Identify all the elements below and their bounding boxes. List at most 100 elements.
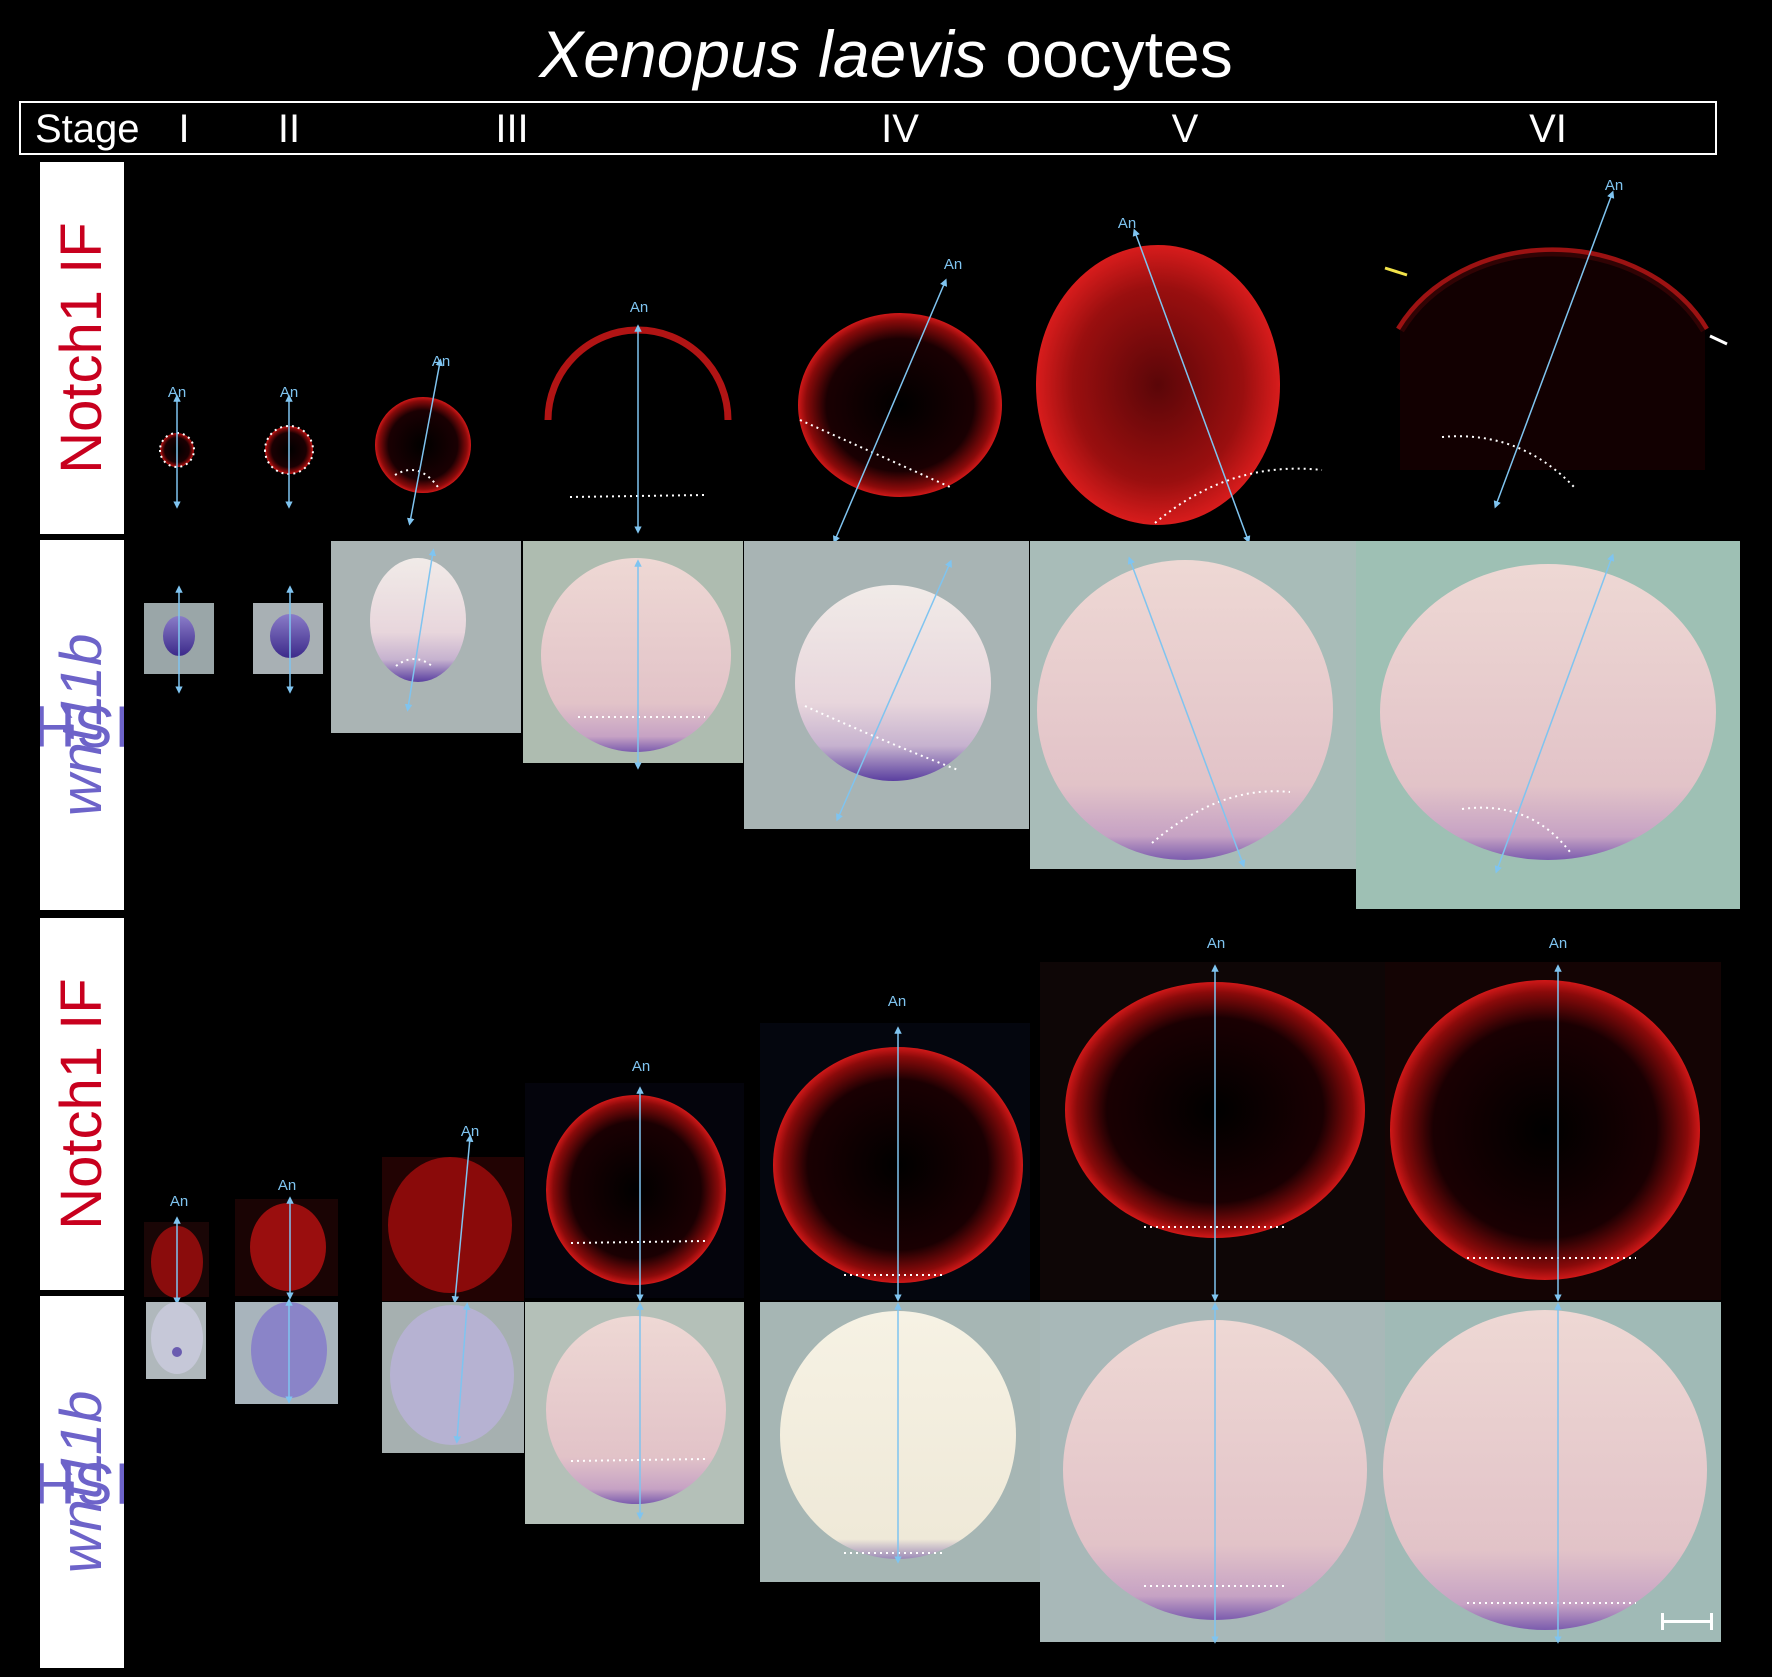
panel-background: [144, 603, 214, 674]
an-label: An: [278, 1177, 296, 1194]
an-label: An: [1605, 177, 1623, 194]
panel-background: [331, 541, 521, 733]
oocyte-stage-II-ish-bottom: [251, 1302, 327, 1398]
figure-title: Xenopus laevis oocytes: [0, 14, 1772, 94]
method-name: ISH: [40, 693, 124, 759]
an-label: An: [632, 1058, 650, 1075]
an-label: An: [170, 1193, 188, 1210]
an-label: An: [280, 384, 298, 401]
row-label-wnt-top: wnt11b ISH: [40, 540, 124, 910]
panel-background: [1040, 1302, 1385, 1642]
oocyte-stage-II-if: [265, 426, 313, 474]
title-suffix: oocytes: [986, 17, 1233, 91]
oocyte-stage-III-ish-large: [541, 558, 731, 752]
panel-background: [1385, 962, 1721, 1300]
panel-background: [144, 1222, 209, 1297]
an-axis-arrow: [1493, 190, 1615, 509]
oocyte-stage-II-if-bottom: [250, 1203, 326, 1291]
an-axis-arrow: [1494, 553, 1615, 874]
panel-background: [235, 1302, 338, 1404]
panel-background: [760, 1023, 1030, 1300]
vegetal-boundary: [395, 658, 433, 667]
oocyte-stage-V-ish: [1037, 560, 1333, 860]
oocyte-stage-III-if-bottom: [388, 1157, 512, 1293]
an-axis-arrow: [836, 559, 952, 822]
oocyte-stage-I-if: [160, 433, 194, 467]
vegetal-boundary: [264, 425, 315, 475]
panel-background: [1356, 541, 1740, 909]
stage-label-II: II: [277, 107, 301, 151]
stage-label-VI: VI: [1529, 107, 1567, 151]
vegetal-boundary: [1154, 467, 1323, 524]
method-name: ISH: [40, 1450, 124, 1516]
white-arrow: [1709, 334, 1728, 346]
vegetal-boundary: [570, 1458, 706, 1462]
row-label-text: wnt11b ISH: [40, 634, 124, 817]
oocyte-stage-V-ish-bottom: [1063, 1320, 1367, 1620]
stage-word: Stage: [35, 107, 140, 151]
panel-background: [235, 1199, 338, 1296]
oocyte-stage-III-if: [375, 397, 471, 493]
an-label: An: [888, 993, 906, 1010]
panel-background: [523, 541, 743, 763]
oocyte-stage-III-if-rim: [544, 326, 732, 421]
title-species: Xenopus laevis: [539, 17, 987, 91]
panel-background: [744, 541, 1029, 829]
panel-background: [1030, 541, 1356, 869]
vegetal-boundary: [1151, 790, 1291, 844]
an-axis-arrow: [451, 1134, 474, 1304]
vegetal-boundary: [569, 494, 706, 498]
panel-background: [146, 1302, 206, 1379]
an-axis-arrow: [453, 1302, 471, 1444]
oocyte-stage-IV-ish-bottom: [780, 1311, 1016, 1559]
oocyte-stage-III-if-bottom-large: [546, 1095, 726, 1285]
yellow-arrow: [1384, 266, 1408, 277]
oocyte-stage-III-ish-bottom-large: [546, 1316, 726, 1504]
oocyte-stage-VI-if-bottom: [1390, 980, 1700, 1280]
oocyte-stage-IV-if-bottom: [773, 1047, 1023, 1283]
oocyte-stage-IV-if: [798, 313, 1002, 497]
an-axis-arrow: [833, 278, 947, 544]
oocyte-stage-IV-ish: [795, 585, 991, 781]
an-axis-arrow: [1127, 556, 1246, 868]
an-label: An: [168, 384, 186, 401]
vegetal-boundary: [394, 469, 441, 491]
panel-background: [1385, 1302, 1721, 1642]
panel-background: [760, 1302, 1040, 1582]
oocyte-stage-I-ish-bottom: [151, 1302, 203, 1374]
oocyte-stage-VI-ish-bottom: [1383, 1310, 1707, 1630]
oocyte-stage-I-ish: [163, 616, 195, 656]
panel-background: [525, 1083, 744, 1298]
an-label: An: [1207, 935, 1225, 952]
oocyte-stage-VI-if-rim: [1396, 247, 1709, 333]
vegetal-boundary: [1441, 435, 1576, 489]
scale-bar: [1661, 1613, 1713, 1630]
panel-background: [253, 603, 323, 674]
panel-background: [382, 1302, 524, 1453]
vegetal-boundary: [159, 432, 196, 468]
row-label-notch-bottom: Notch1 IF: [40, 918, 124, 1290]
vegetal-boundary: [804, 705, 959, 771]
row-label-wnt-bottom: wnt11b ISH: [40, 1296, 124, 1668]
oocyte-stage-VI-ish: [1380, 564, 1716, 860]
an-axis-arrow: [407, 358, 443, 526]
stage-label-V: V: [1171, 107, 1199, 151]
row-label-text: wnt11b ISH: [40, 1391, 124, 1574]
vegetal-boundary: [570, 1240, 706, 1244]
oocyte-stage-V-if: [1036, 245, 1280, 525]
an-axis-arrow: [1132, 228, 1251, 544]
oocyte-stage-I-if-bottom: [151, 1226, 203, 1298]
vegetal-boundary: [799, 419, 951, 488]
an-label: An: [1118, 215, 1136, 232]
oocyte-stage-III-ish: [370, 558, 466, 682]
vegetal-boundary: [1461, 806, 1571, 853]
stage-label-III: III: [495, 107, 529, 151]
an-label: An: [630, 299, 648, 316]
row-label-text: Notch1 IF: [49, 978, 114, 1230]
an-label: An: [461, 1123, 479, 1140]
an-label: An: [1549, 935, 1567, 952]
panel-background: [525, 1302, 744, 1524]
oocyte-stage-III-ish-bottom: [390, 1305, 514, 1445]
